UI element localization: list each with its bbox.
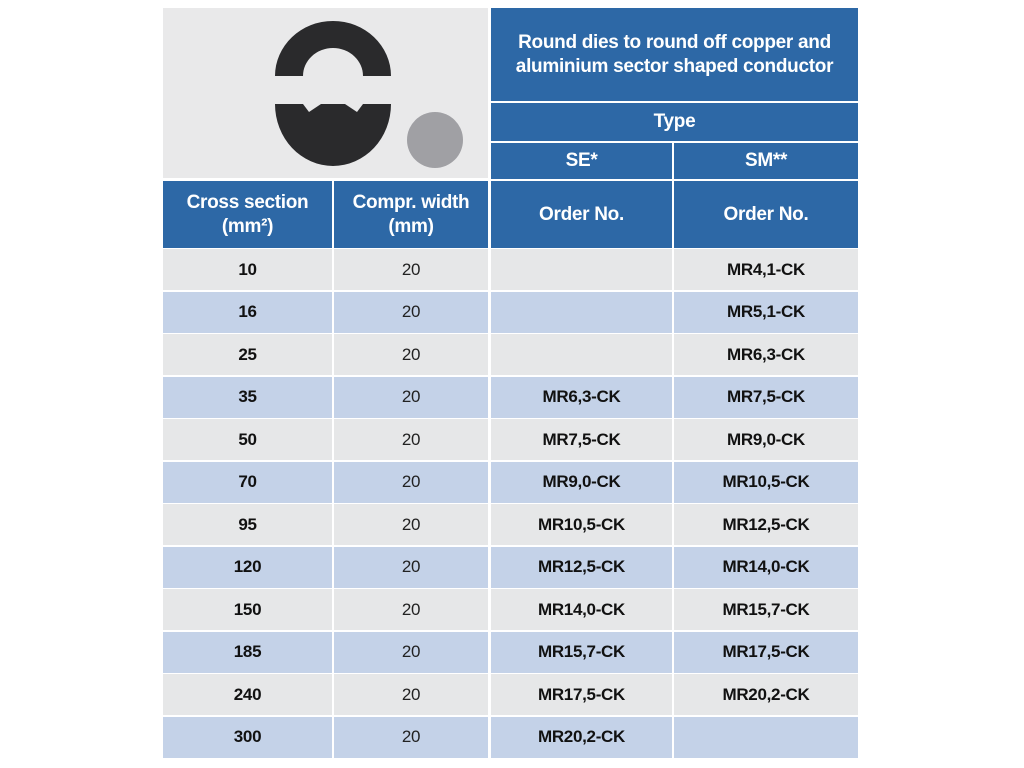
empty-cell [491, 291, 672, 333]
table-cell: 20 [334, 419, 488, 460]
table-cell: MR14,0-CK [674, 546, 858, 588]
table-cell: MR6,3-CK [674, 334, 858, 375]
table-cell: MR14,0-CK [491, 589, 672, 630]
table-cell: 50 [163, 419, 332, 460]
table-cell: MR4,1-CK [674, 249, 858, 290]
table-cell: 20 [334, 589, 488, 630]
table-cell: 240 [163, 674, 332, 715]
empty-cell [491, 249, 672, 290]
column-header: Compr. width (mm) [334, 181, 488, 248]
type-se: SE* [491, 143, 672, 179]
empty-cell [491, 334, 672, 375]
table-cell: 20 [334, 546, 488, 588]
table-cell: 20 [334, 249, 488, 290]
table-cell: MR17,5-CK [674, 631, 858, 673]
table-cell: MR6,3-CK [491, 376, 672, 418]
table-cell: 25 [163, 334, 332, 375]
table-cell: 16 [163, 291, 332, 333]
table-cell: 185 [163, 631, 332, 673]
table-cell: MR15,7-CK [674, 589, 858, 630]
header-title: Round dies to round off copper and alumi… [491, 8, 858, 101]
table-cell: 20 [334, 461, 488, 503]
table-cell: 150 [163, 589, 332, 630]
table-cell: 70 [163, 461, 332, 503]
table-cell: MR5,1-CK [674, 291, 858, 333]
table-cell: 35 [163, 376, 332, 418]
column-header: Order No. [674, 181, 858, 248]
table-cell: 20 [334, 291, 488, 333]
type-label: Type [491, 103, 858, 141]
column-header: Order No. [491, 181, 672, 248]
table-cell: MR9,0-CK [674, 419, 858, 460]
type-sm: SM** [674, 143, 858, 179]
table-cell: 20 [334, 674, 488, 715]
table-cell: MR10,5-CK [491, 504, 672, 545]
table-cell: 20 [334, 376, 488, 418]
table-cell: 20 [334, 334, 488, 375]
table-cell: 20 [334, 631, 488, 673]
table-cell: 300 [163, 716, 332, 758]
table-cell: MR7,5-CK [674, 376, 858, 418]
table-cell: MR10,5-CK [674, 461, 858, 503]
table-cell: 120 [163, 546, 332, 588]
table-cell: MR15,7-CK [491, 631, 672, 673]
table-cell: MR20,2-CK [674, 674, 858, 715]
empty-cell [674, 716, 858, 758]
table-cell: MR17,5-CK [491, 674, 672, 715]
table-cell: MR12,5-CK [491, 546, 672, 588]
table-cell: 10 [163, 249, 332, 290]
die-image [163, 8, 488, 178]
table-cell: MR7,5-CK [491, 419, 672, 460]
table-cell: 20 [334, 504, 488, 545]
table-cell: MR20,2-CK [491, 716, 672, 758]
column-header: Cross section (mm²) [163, 181, 332, 248]
table-cell: MR9,0-CK [491, 461, 672, 503]
table-cell: MR12,5-CK [674, 504, 858, 545]
table-cell: 95 [163, 504, 332, 545]
table-cell: 20 [334, 716, 488, 758]
